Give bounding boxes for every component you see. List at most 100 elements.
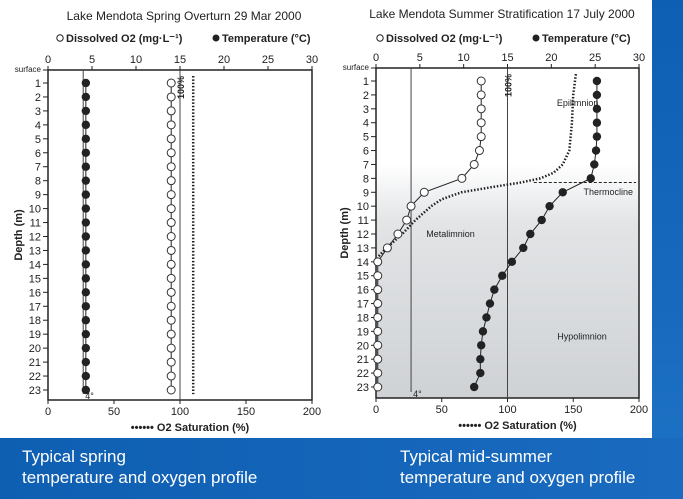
temperature-point xyxy=(545,201,554,211)
dissolved-o2-point xyxy=(166,134,176,144)
dissolved-o2-point xyxy=(166,120,176,130)
dissolved-o2-point xyxy=(166,245,176,255)
dissolved-o2-point xyxy=(166,287,176,297)
dissolved-o2-point xyxy=(373,340,383,350)
depth-tick-label: 5 xyxy=(363,132,369,144)
top-tick-label: 10 xyxy=(458,52,470,64)
dissolved-o2-point xyxy=(373,271,383,281)
depth-tick-label: 9 xyxy=(363,187,369,199)
top-tick-label: 5 xyxy=(89,54,95,66)
temperature-point xyxy=(81,371,91,381)
depth-tick-label: 22 xyxy=(29,371,41,383)
dissolved-o2-point xyxy=(373,368,383,378)
dissolved-o2-point xyxy=(166,371,176,381)
chart-title: Lake Mendota Spring Overturn 29 Mar 2000 xyxy=(67,9,302,23)
dissolved-o2-point xyxy=(469,159,479,169)
top-tick-label: 30 xyxy=(633,52,645,64)
y-axis-label: Depth (m) xyxy=(339,207,351,259)
caption-line: Typical spring xyxy=(22,447,126,466)
dissolved-o2-point xyxy=(166,232,176,241)
depth-tick-label: 15 xyxy=(29,273,41,285)
temperature-point xyxy=(507,257,517,267)
bottom-tick-label: 150 xyxy=(564,404,582,416)
top-tick-label: 15 xyxy=(174,54,186,66)
temperature-point xyxy=(586,174,595,183)
dissolved-o2-point xyxy=(166,273,176,283)
dissolved-o2-point xyxy=(373,354,383,364)
depth-tick-label: 23 xyxy=(357,382,369,394)
depth-tick-label: 3 xyxy=(35,106,41,118)
temperature-point xyxy=(81,162,91,171)
temperature-point xyxy=(81,274,91,283)
temperature-point xyxy=(537,215,546,225)
depth-tick-label: 22 xyxy=(357,368,369,380)
depth-tick-label: 12 xyxy=(29,232,41,244)
top-tick-label: 20 xyxy=(545,52,557,64)
temperature-point xyxy=(478,327,488,336)
bottom-tick-label: 200 xyxy=(630,404,648,416)
chart-spring: Lake Mendota Spring Overturn 29 Mar 2000… xyxy=(13,9,321,434)
legend-filled-circle-icon xyxy=(532,34,540,42)
dissolved-o2-point xyxy=(166,92,176,102)
dissolved-o2-point xyxy=(166,218,176,228)
dissolved-o2-point xyxy=(166,343,176,353)
dissolved-o2-point xyxy=(476,104,486,114)
depth-tick-label: 7 xyxy=(363,159,369,171)
temperature-point xyxy=(81,288,91,297)
dissolved-o2-point xyxy=(373,312,383,322)
legend-dissolved-o2: Dissolved O2 (mg·L⁻¹) xyxy=(66,33,183,45)
bottom-tick-label: 100 xyxy=(498,404,516,416)
annotation-epilimnion: Epilimnion xyxy=(557,98,599,108)
top-tick-label: 15 xyxy=(501,52,513,64)
depth-tick-label: 4 xyxy=(363,118,369,130)
dissolved-o2-point xyxy=(457,173,467,183)
dissolved-o2-point xyxy=(476,118,486,128)
temperature-point xyxy=(81,148,91,157)
caption-line: Typical mid-summer xyxy=(400,447,553,466)
depth-tick-label: 1 xyxy=(35,78,41,90)
temperature-point xyxy=(485,299,495,308)
temperature-point xyxy=(81,302,91,311)
dissolved-o2-point xyxy=(166,106,176,116)
depth-tick-label: 16 xyxy=(357,285,369,297)
dissolved-o2-point xyxy=(476,132,486,142)
temperature-point xyxy=(592,132,602,141)
chart-title: Lake Mendota Summer Stratification 17 Ju… xyxy=(369,7,635,21)
temperature-point xyxy=(477,341,486,350)
depth-tick-label: 10 xyxy=(357,201,369,213)
four-degree-label: 4° xyxy=(413,389,422,399)
depth-tick-label: 10 xyxy=(29,204,41,216)
temperature-point xyxy=(482,313,491,322)
temperature-point xyxy=(81,92,91,102)
dissolved-o2-point xyxy=(166,204,176,214)
chart-summer: Lake Mendota Summer Stratification 17 Ju… xyxy=(339,7,648,432)
dissolved-o2-point xyxy=(166,176,176,186)
depth-tick-label: 20 xyxy=(357,340,369,352)
top-tick-label: 25 xyxy=(262,54,274,66)
dissolved-o2-point xyxy=(476,76,486,86)
depth-tick-label: 21 xyxy=(357,354,369,366)
depth-tick-label: 7 xyxy=(35,162,41,174)
legend-open-circle-icon xyxy=(376,34,384,42)
caption-line: temperature and oxygen profile xyxy=(400,468,636,487)
temperature-point xyxy=(558,188,567,197)
temperature-point xyxy=(81,78,91,88)
legend-temperature: Temperature (°C) xyxy=(222,33,311,45)
depth-tick-label: 19 xyxy=(357,326,369,338)
temperature-point xyxy=(81,204,91,213)
temperature-point xyxy=(81,260,91,269)
top-tick-label: 10 xyxy=(130,54,142,66)
temperature-point xyxy=(81,232,91,241)
temperature-point xyxy=(81,190,91,199)
annotation-thermocline: Thermocline xyxy=(584,187,634,197)
dissolved-o2-point xyxy=(166,301,176,311)
depth-tick-label: 9 xyxy=(35,190,41,202)
depth-tick-label: 13 xyxy=(357,243,369,255)
depth-tick-label: 2 xyxy=(35,92,41,104)
annotation-hypolimnion: Hypolimnion xyxy=(557,332,607,342)
top-tick-label: 20 xyxy=(218,54,230,66)
slide-side-band xyxy=(652,0,683,499)
legend-dissolved-o2: Dissolved O2 (mg·L⁻¹) xyxy=(386,33,503,45)
legend-open-circle-icon xyxy=(56,34,64,42)
temperature-point xyxy=(81,106,91,116)
